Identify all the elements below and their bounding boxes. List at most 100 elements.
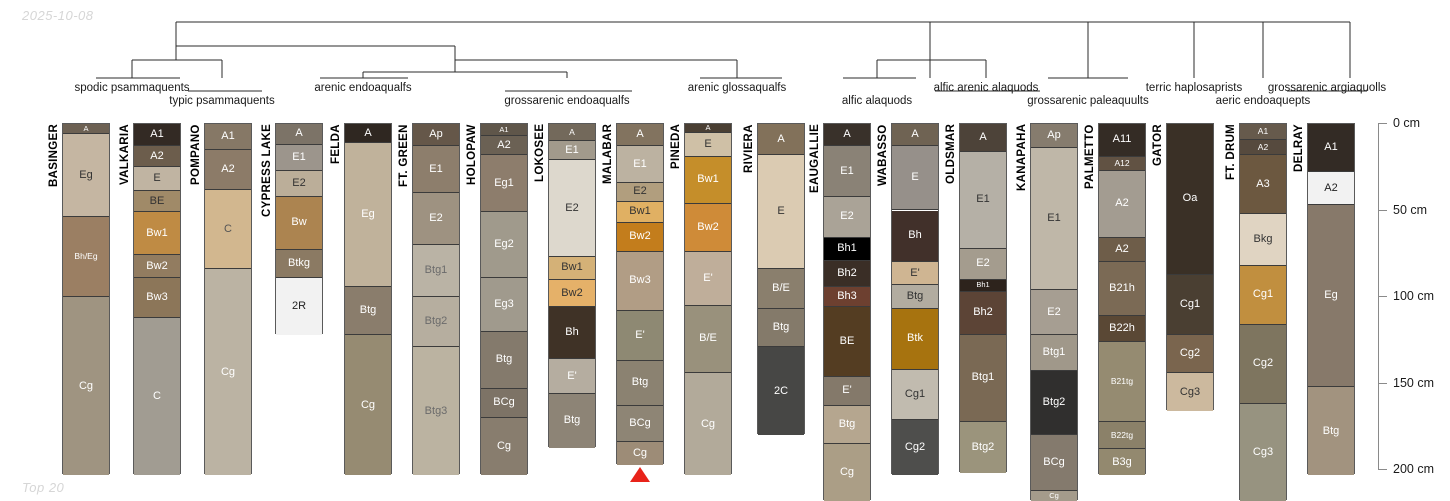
horizon-b21tg[interactable]: B21tg <box>1099 341 1145 422</box>
horizon-be[interactable]: B/E <box>758 269 804 310</box>
horizon-a[interactable]: A <box>549 124 595 142</box>
horizon-bw3[interactable]: Bw3 <box>617 252 663 311</box>
horizon-e2[interactable]: E2 <box>824 196 870 239</box>
horizon-btg1[interactable]: Btg1 <box>1031 335 1077 372</box>
horizon-btg[interactable]: Btg <box>617 361 663 406</box>
horizon-e2[interactable]: E2 <box>960 248 1006 280</box>
horizon-cg[interactable]: Cg <box>205 269 251 476</box>
horizon-a[interactable]: A <box>960 124 1006 152</box>
profile-column[interactable]: A E1 E2 Bw1 Bw2 Bh E' Btg <box>548 123 596 448</box>
horizon-a[interactable]: A <box>892 124 938 147</box>
horizon-b21h[interactable]: B21h <box>1099 262 1145 317</box>
horizon-btg[interactable]: Btg <box>758 309 804 348</box>
horizon-cg[interactable]: Cg <box>481 418 527 476</box>
horizon-btg3[interactable]: Btg3 <box>413 347 459 476</box>
horizon-btg2[interactable]: Btg2 <box>1031 371 1077 436</box>
horizon-a[interactable]: A <box>276 124 322 145</box>
profile-column[interactable]: A E Bh E' Btg Btk Cg1 Cg2 <box>891 123 939 476</box>
horizon-e2[interactable]: E2 <box>549 160 595 258</box>
horizon-c[interactable]: C <box>134 317 180 476</box>
horizon-bh[interactable]: Bh <box>549 307 595 360</box>
horizon-bh3[interactable]: Bh3 <box>824 286 870 308</box>
horizon-c[interactable]: C <box>205 189 251 270</box>
profile-column[interactable]: A1 A2 A3 Bkg Cg1 Cg2 Cg3 <box>1239 123 1287 501</box>
horizon-bkg[interactable]: Bkg <box>1240 213 1286 266</box>
horizon-e1[interactable]: E1 <box>549 141 595 161</box>
horizon-e1[interactable]: E1 <box>276 144 322 171</box>
horizon-a2[interactable]: A2 <box>481 136 527 156</box>
horizon-bw1[interactable]: Bw1 <box>549 257 595 280</box>
horizon-btg1[interactable]: Btg1 <box>413 245 459 297</box>
horizon-bheg[interactable]: Bh/Eg <box>63 217 109 297</box>
horizon-e[interactable]: E' <box>549 359 595 394</box>
profile-column[interactable]: A1 A2 E BE Bw1 Bw2 Bw3 C <box>133 123 181 476</box>
horizon-a2[interactable]: A2 <box>1240 139 1286 156</box>
horizon-e2[interactable]: E2 <box>413 193 459 246</box>
profile-column[interactable]: A11 A12 A2 A2 B21h B22h B21tg B22tg B3g <box>1098 123 1146 476</box>
horizon-a[interactable]: A <box>345 124 391 144</box>
horizon-eg1[interactable]: Eg1 <box>481 155 527 213</box>
profile-column[interactable]: Ap E1 E2 Btg1 Btg2 BCg Cg <box>1030 123 1078 501</box>
horizon-bcg[interactable]: BCg <box>481 388 527 419</box>
horizon-bw1[interactable]: Bw1 <box>134 212 180 256</box>
horizon-a[interactable]: A <box>824 124 870 147</box>
horizon-btg[interactable]: Btg <box>1308 386 1354 476</box>
horizon-a[interactable]: A <box>63 124 109 135</box>
horizon-cg1[interactable]: Cg1 <box>1240 265 1286 325</box>
horizon-e[interactable]: E' <box>892 262 938 285</box>
horizon-cg[interactable]: Cg <box>1031 490 1077 501</box>
horizon-btk[interactable]: Btk <box>892 309 938 370</box>
horizon-a[interactable]: A <box>617 124 663 147</box>
horizon-eg[interactable]: Eg <box>345 143 391 287</box>
horizon-bw2[interactable]: Bw2 <box>549 279 595 308</box>
horizon-a2[interactable]: A2 <box>1308 172 1354 206</box>
horizon-cg[interactable]: Cg <box>345 335 391 476</box>
horizon-e2[interactable]: E2 <box>1031 290 1077 336</box>
profile-column[interactable]: A E1 E2 Bw Btkg 2R <box>275 123 323 336</box>
horizon-e1[interactable]: E1 <box>1031 148 1077 291</box>
horizon-bw2[interactable]: Bw2 <box>134 255 180 278</box>
horizon-a[interactable]: A <box>685 124 731 133</box>
profile-column[interactable]: A1 A2 Eg1 Eg2 Eg3 Btg BCg Cg <box>480 123 528 476</box>
horizon-cg[interactable]: Cg <box>63 297 109 476</box>
horizon-eg[interactable]: Eg <box>1308 205 1354 387</box>
profile-column[interactable]: A1 A2 Eg Btg <box>1307 123 1355 476</box>
horizon-bw1[interactable]: Bw1 <box>617 201 663 223</box>
horizon-eg[interactable]: Eg <box>63 134 109 218</box>
horizon-bh2[interactable]: Bh2 <box>824 260 870 287</box>
horizon-bh1[interactable]: Bh1 <box>824 238 870 261</box>
horizon-e[interactable]: E' <box>685 252 731 306</box>
horizon-cg[interactable]: Cg <box>824 444 870 501</box>
horizon-cg[interactable]: Cg <box>685 373 731 476</box>
horizon-bw1[interactable]: Bw1 <box>685 156 731 204</box>
horizon-a1[interactable]: A1 <box>1240 124 1286 140</box>
profile-column[interactable]: A Eg Btg Cg <box>344 123 392 476</box>
horizon-btg1[interactable]: Btg1 <box>960 335 1006 422</box>
profile-column[interactable]: A1 A2 C Cg <box>204 123 252 476</box>
horizon-e1[interactable]: E1 <box>413 146 459 194</box>
horizon-e1[interactable]: E1 <box>617 146 663 183</box>
horizon-b22tg[interactable]: B22tg <box>1099 421 1145 450</box>
horizon-cg[interactable]: Cg <box>617 442 663 465</box>
horizon-bcg[interactable]: BCg <box>1031 435 1077 491</box>
profile-column[interactable]: Oa Cg1 Cg2 Cg3 <box>1166 123 1214 412</box>
horizon-a11[interactable]: A11 <box>1099 124 1145 157</box>
horizon-a2[interactable]: A2 <box>1099 238 1145 263</box>
horizon-eg2[interactable]: Eg2 <box>481 212 527 278</box>
horizon-bw3[interactable]: Bw3 <box>134 277 180 318</box>
profile-column[interactable]: A E B/E Btg 2C <box>757 123 805 436</box>
horizon-cg2[interactable]: Cg2 <box>892 419 938 476</box>
horizon-2c[interactable]: 2C <box>758 347 804 436</box>
horizon-cg2[interactable]: Cg2 <box>1167 335 1213 374</box>
horizon-bw[interactable]: Bw <box>276 196 322 251</box>
horizon-a2[interactable]: A2 <box>205 149 251 190</box>
horizon-oa[interactable]: Oa <box>1167 124 1213 275</box>
horizon-a12[interactable]: A12 <box>1099 156 1145 171</box>
horizon-bh[interactable]: Bh <box>892 210 938 263</box>
horizon-e1[interactable]: E1 <box>960 151 1006 249</box>
horizon-btg[interactable]: Btg <box>481 331 527 389</box>
horizon-ap[interactable]: Ap <box>413 124 459 147</box>
horizon-btg[interactable]: Btg <box>892 284 938 310</box>
horizon-btkg[interactable]: Btkg <box>276 250 322 278</box>
horizon-ap[interactable]: Ap <box>1031 124 1077 149</box>
